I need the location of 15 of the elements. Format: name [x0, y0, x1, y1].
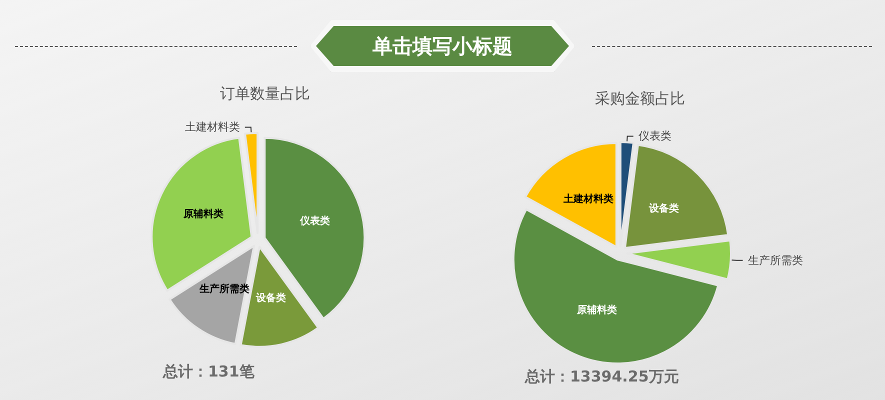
text: 单击填写小标题	[316, 26, 569, 66]
slice-label: 土建材料类	[184, 120, 240, 134]
chart-title: 订单数量占比	[220, 84, 310, 102]
slice-label: 原辅料类	[182, 208, 224, 220]
slice-label: 生产所需类	[748, 254, 803, 267]
slice-label: 土建材料类	[562, 193, 614, 206]
text: 总计：131笔	[162, 362, 256, 380]
chart-title: 采购金额占比	[595, 90, 685, 108]
slice-label: 设备类	[648, 202, 679, 215]
slice-label: 仪表类	[299, 214, 330, 227]
slice-label: 原辅料类	[576, 304, 618, 316]
slice-label: 仪表类	[638, 130, 672, 143]
slice-label: 设备类	[255, 292, 286, 304]
slice-label: 生产所需类	[198, 283, 250, 296]
text: 总计：13394.25万元	[524, 368, 679, 386]
